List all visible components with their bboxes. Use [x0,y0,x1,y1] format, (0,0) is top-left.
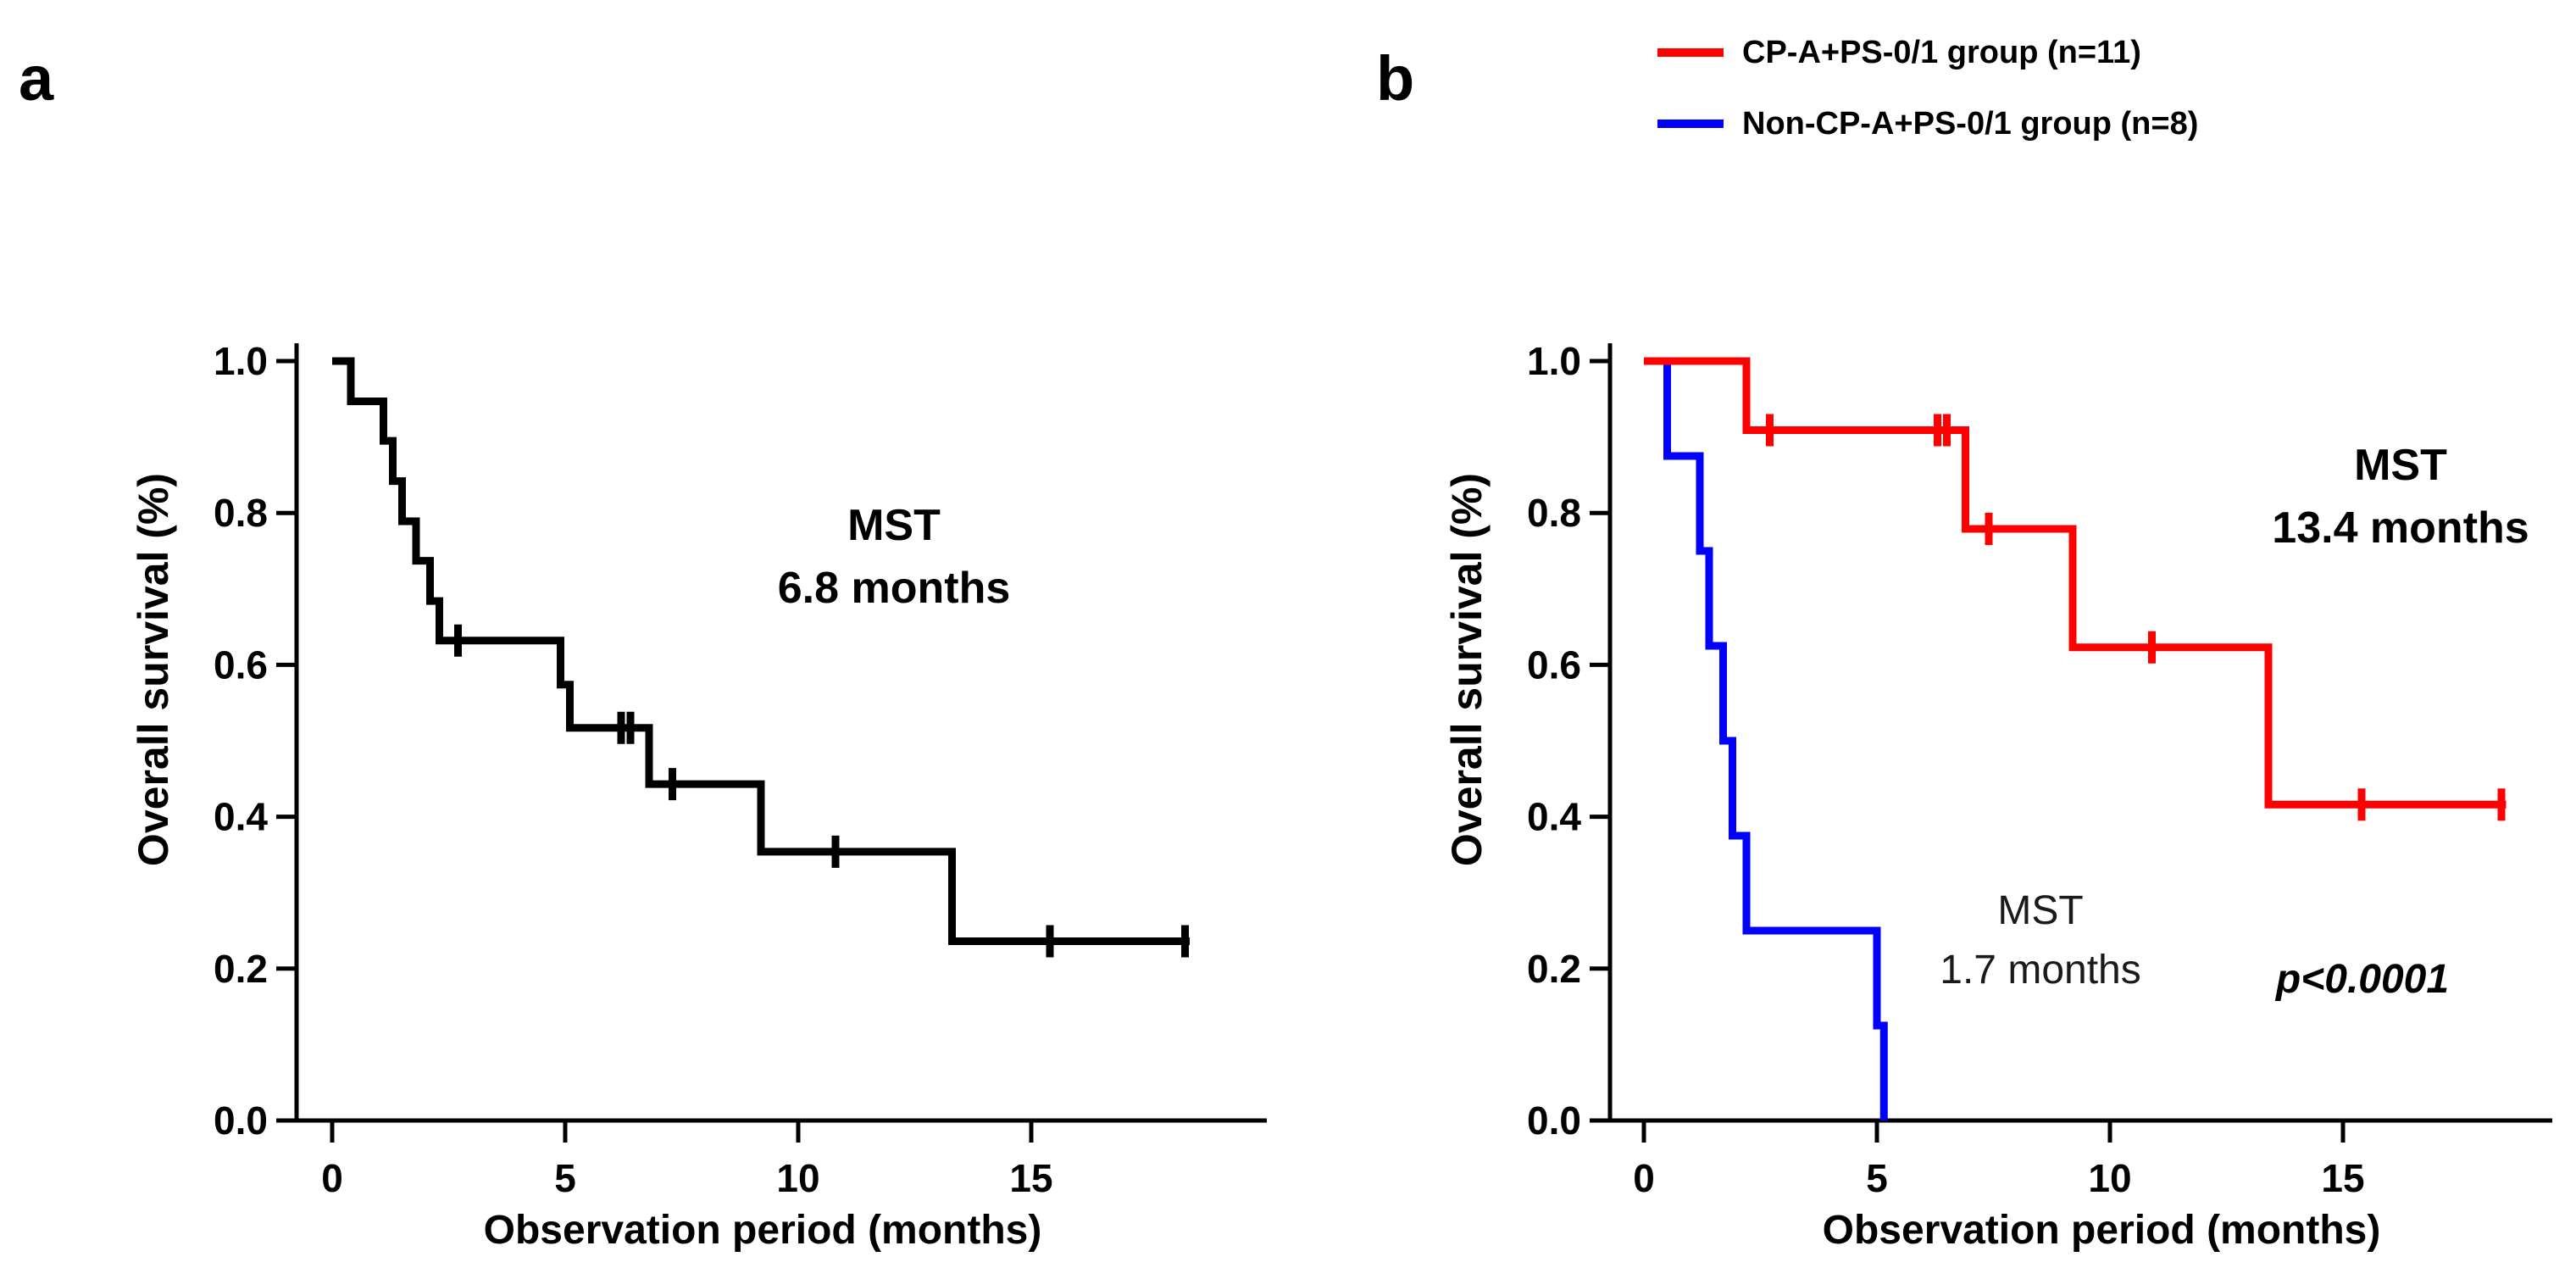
y-tick-label-panel-b: 0.4 [1527,795,1581,839]
panel-b-y-axis-title: Overall survival (%) [1443,472,1491,867]
panel-a-label: a [19,43,54,114]
x-tick-label-panel-b: 0 [1633,1156,1655,1200]
y-tick-label-panel-b: 1.0 [1527,339,1581,383]
y-tick-label-panel-a: 0.0 [214,1098,268,1143]
x-tick-label-panel-a: 15 [1009,1156,1052,1200]
panel-b-blue-mst-annotation: MST 1.7 months [1829,881,2252,1000]
x-tick-label-panel-a: 10 [776,1156,819,1200]
legend-label-cpa-group: CP-A+PS-0/1 group (n=11) [1742,34,2141,70]
panel-b-blue-mst-line2: 1.7 months [1940,948,2141,993]
x-tick-label-panel-a: 5 [554,1156,576,1200]
y-tick-label-panel-a: 0.2 [214,947,268,991]
y-tick-label-panel-a: 0.8 [214,491,268,535]
panel-a-y-axis-title: Overall survival (%) [130,472,177,867]
x-tick-label-panel-a: 0 [321,1156,343,1200]
legend-item-cpa-group: CP-A+PS-0/1 group (n=11) [1657,17,2198,88]
p-value-annotation: p<0.0001 [2275,957,2450,1002]
y-tick-label-panel-a: 0.4 [214,795,268,839]
panel-a-x-axis-title: Observation period (months) [483,1208,1042,1253]
y-tick-label-panel-b: 0.6 [1527,642,1581,687]
x-tick-label-panel-b: 10 [2088,1156,2131,1200]
km-curve-non-cp-a-ps-0-1-group-n-8- [1657,357,1888,1121]
panel-b-x-axis-title: Observation period (months) [1822,1208,2381,1253]
panel-a-mst-line2: 6.8 months [777,564,1011,613]
panel-a-mst-annotation: MST 6.8 months [640,494,1148,620]
legend-blue-line-swatch [1657,120,1724,128]
y-tick-label-panel-b: 0.2 [1527,947,1581,991]
panel-a-mst-line1: MST [847,501,941,550]
panel-b-blue-mst-line1: MST [1997,888,2084,933]
y-tick-label-panel-b: 0.0 [1527,1098,1581,1143]
x-tick-label-panel-b: 15 [2321,1156,2364,1200]
panel-b-red-mst-line2: 13.4 months [2272,503,2529,553]
legend-item-noncpa-group: Non-CP-A+PS-0/1 group (n=8) [1657,88,2198,159]
legend: CP-A+PS-0/1 group (n=11) Non-CP-A+PS-0/1… [1657,17,2198,159]
axes-panel-a [294,343,1267,1123]
km-curve-cp-a-ps-0-1-group-n-11- [1644,357,2507,809]
panel-b-red-mst-line1: MST [2354,441,2447,490]
y-tick-label-panel-a: 1.0 [214,339,268,383]
legend-label-noncpa-group: Non-CP-A+PS-0/1 group (n=8) [1742,105,2199,142]
panel-b-red-mst-annotation: MST 13.4 months [2146,434,2576,559]
y-tick-label-panel-a: 0.6 [214,642,268,687]
x-tick-label-panel-b: 5 [1866,1156,1888,1200]
km-curve-panel-a [332,357,1190,946]
y-tick-label-panel-b: 0.8 [1527,491,1581,535]
panel-b-label: b [1376,43,1415,114]
legend-red-line-swatch [1657,48,1724,57]
